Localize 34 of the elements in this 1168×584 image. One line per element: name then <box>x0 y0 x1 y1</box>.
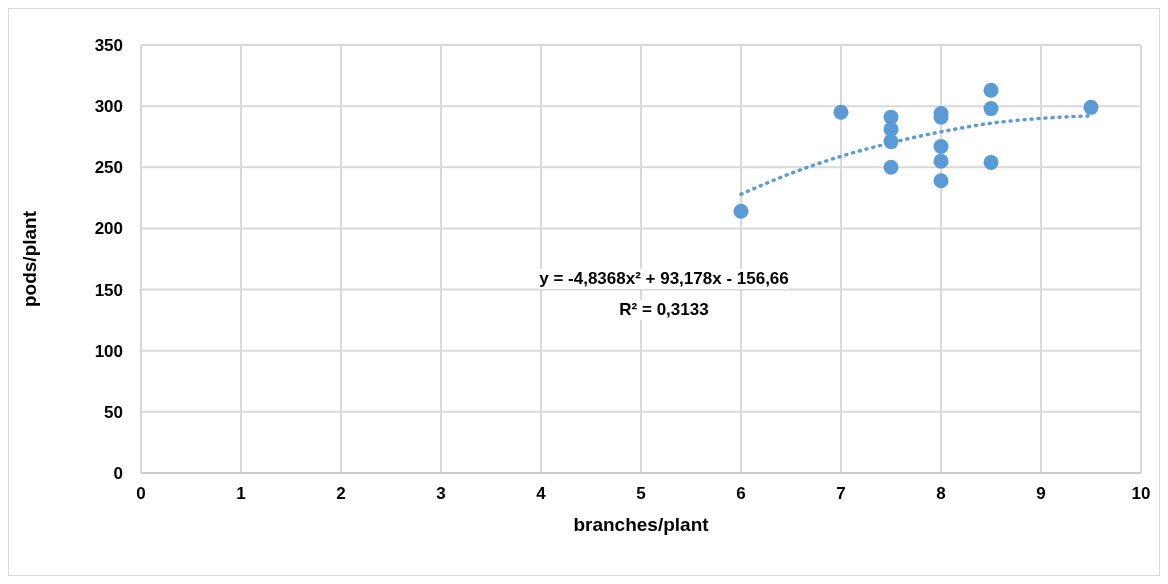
y-tick-label: 50 <box>104 402 123 422</box>
x-axis-title: branches/plant <box>573 514 710 535</box>
point <box>883 134 899 150</box>
x-tick-label: 2 <box>336 484 346 504</box>
x-tick-label: 3 <box>436 484 446 504</box>
x-tick-label: 8 <box>936 484 946 504</box>
point <box>933 153 949 169</box>
point <box>1083 99 1099 115</box>
point <box>933 173 949 189</box>
y-tick-label: 150 <box>94 280 123 300</box>
y-tick-label: 350 <box>94 36 123 56</box>
point <box>983 82 999 98</box>
x-tick-label: 1 <box>236 484 246 504</box>
point <box>733 203 749 219</box>
y-tick-label: 200 <box>94 219 123 239</box>
y-tick-label: 0 <box>113 464 123 484</box>
x-tick-label: 0 <box>136 484 146 504</box>
x-tick-label: 4 <box>536 484 547 504</box>
x-tick-label: 9 <box>1036 484 1046 504</box>
point <box>983 101 999 117</box>
point <box>833 104 849 120</box>
x-tick-label: 7 <box>836 484 846 504</box>
y-tick-label: 100 <box>94 341 123 361</box>
point <box>883 159 899 175</box>
annotation: y = -4,8368x² + 93,178x - 156,66 <box>539 268 789 289</box>
point <box>983 154 999 170</box>
point <box>933 139 949 154</box>
y-axis-title: pods/plant <box>18 210 40 308</box>
y-tick-label: 250 <box>94 158 123 178</box>
x-tick-label: 10 <box>1131 484 1151 504</box>
x-tick-label: 6 <box>736 484 746 504</box>
y-tick-label: 300 <box>94 97 123 117</box>
x-tick-label: 5 <box>636 484 646 504</box>
annotation: R² = 0,3133 <box>619 300 709 321</box>
